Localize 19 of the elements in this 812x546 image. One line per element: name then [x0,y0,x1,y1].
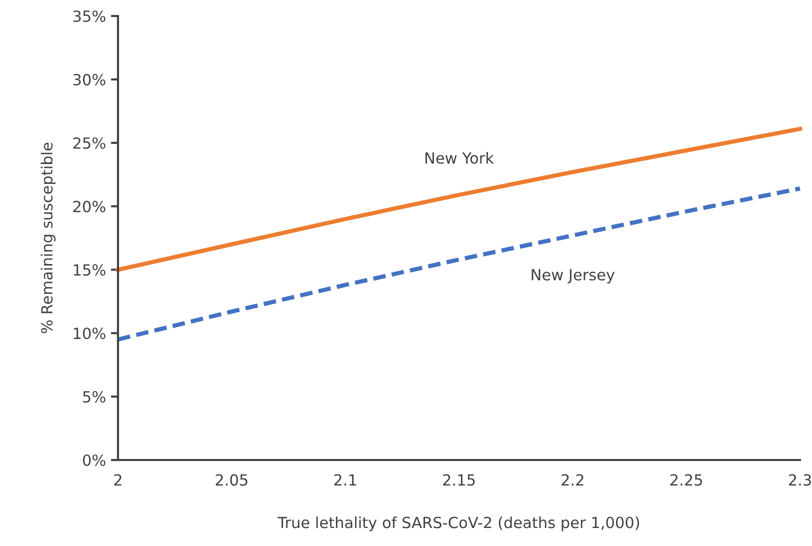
x-tick-label: 2.15 [443,474,475,486]
x-tick-label: 2.1 [334,474,356,486]
x-axis-title: True lethality of SARS-CoV-2 (deaths per 1,000) [278,516,640,532]
y-tick-label: 5% [83,391,106,403]
series-label: New York [426,152,494,164]
y-axis-title: % Remaining susceptible [40,142,56,334]
y-tick-label: 35% [73,10,106,22]
x-tick-label: 2.3 [788,474,811,486]
x-tick-label: 2.25 [670,474,702,486]
x-tick-label: 2.05 [216,474,248,486]
y-tick-label: 0% [82,454,106,466]
y-tick-label: 25% [73,137,106,149]
x-tick-label: 2 [114,474,122,486]
y-tick-label: 30% [73,74,106,86]
y-tick-label: 15% [74,264,106,276]
x-tick-label: 2.2 [562,474,584,486]
series-label: New Jersey [532,269,615,284]
y-tick-label: 10% [74,328,106,340]
y-tick-label: 20% [73,200,106,212]
